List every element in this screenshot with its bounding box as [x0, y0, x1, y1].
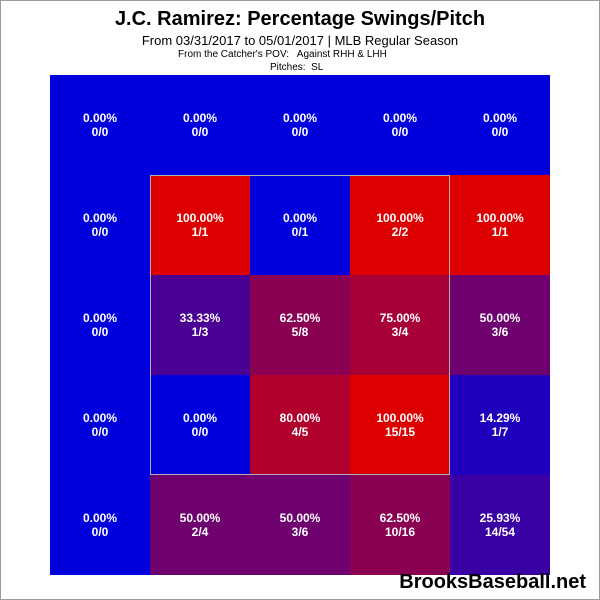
cell-percentage: 0.00% [82, 311, 118, 325]
heatmap-cell-r2-c1: 33.33% 1/3 [150, 275, 250, 375]
heatmap-cell-r4-c1: 50.00% 2/4 [150, 475, 250, 575]
heatmap-cell-r1-c4: 100.00% 1/1 [450, 175, 550, 275]
cell-count: 1/7 [491, 425, 509, 439]
cell-count: 0/0 [91, 225, 109, 239]
cell-percentage: 0.00% [82, 211, 118, 225]
cell-count: 4/5 [291, 425, 309, 439]
heatmap-cell-r3-c3: 100.00% 15/15 [350, 375, 450, 475]
pov-label: From the Catcher's POV: Against RHH & LH… [178, 49, 387, 60]
heatmap-cell-r3-c1: 0.00% 0/0 [150, 375, 250, 475]
cell-count: 1/1 [191, 225, 209, 239]
heatmap-cell-r1-c1: 100.00% 1/1 [150, 175, 250, 275]
cell-percentage: 100.00% [176, 211, 224, 225]
cell-percentage: 50.00% [179, 511, 221, 525]
heatmap-cell-r0-c2: 0.00% 0/0 [250, 75, 350, 175]
chart-subtitle: From 03/31/2017 to 05/01/2017 | MLB Regu… [141, 33, 459, 48]
cell-count: 0/0 [191, 425, 209, 439]
cell-percentage: 0.00% [382, 111, 418, 125]
cell-percentage: 33.33% [179, 311, 221, 325]
heatmap-grid: 0.00% 0/0 0.00% 0/0 0.00% 0/0 0.00% 0/0 0.00% 0/0… [50, 75, 550, 575]
heatmap-cell-r3-c4: 14.29% 1/7 [450, 375, 550, 475]
cell-percentage: 50.00% [479, 311, 521, 325]
cell-count: 3/6 [491, 325, 509, 339]
cell-count: 0/0 [391, 125, 409, 139]
heatmap-cell-r1-c0: 0.00% 0/0 [50, 175, 150, 275]
cell-count: 1/3 [191, 325, 209, 339]
cell-percentage: 50.00% [279, 511, 321, 525]
heatmap-cell-r2-c4: 50.00% 3/6 [450, 275, 550, 375]
heatmap-cell-r4-c2: 50.00% 3/6 [250, 475, 350, 575]
cell-count: 14/54 [484, 525, 516, 539]
heatmap-cell-r4-c4: 25.93% 14/54 [450, 475, 550, 575]
heatmap-cell-r2-c0: 0.00% 0/0 [50, 275, 150, 375]
cell-percentage: 100.00% [376, 211, 424, 225]
heatmap-cell-r2-c2: 62.50% 5/8 [250, 275, 350, 375]
cell-percentage: 100.00% [476, 211, 524, 225]
cell-percentage: 0.00% [182, 411, 218, 425]
cell-percentage: 75.00% [379, 311, 421, 325]
chart-title: J.C. Ramirez: Percentage Swings/Pitch [114, 8, 486, 30]
cell-count: 0/0 [291, 125, 309, 139]
cell-count: 3/6 [291, 525, 309, 539]
cell-count: 2/2 [391, 225, 409, 239]
cell-percentage: 0.00% [82, 511, 118, 525]
cell-count: 0/0 [91, 525, 109, 539]
heatmap-cell-r0-c4: 0.00% 0/0 [450, 75, 550, 175]
cell-count: 0/0 [91, 425, 109, 439]
cell-percentage: 0.00% [482, 111, 518, 125]
heatmap-cell-r0-c3: 0.00% 0/0 [350, 75, 450, 175]
cell-percentage: 62.50% [379, 511, 421, 525]
heatmap-cell-r4-c0: 0.00% 0/0 [50, 475, 150, 575]
cell-count: 5/8 [291, 325, 309, 339]
cell-count: 0/0 [91, 125, 109, 139]
heatmap-cell-r3-c0: 0.00% 0/0 [50, 375, 150, 475]
heatmap-cell-r4-c3: 62.50% 10/16 [350, 475, 450, 575]
heatmap-cell-r2-c3: 75.00% 3/4 [350, 275, 450, 375]
cell-count: 0/0 [91, 325, 109, 339]
cell-count: 0/1 [291, 225, 309, 239]
cell-percentage: 0.00% [282, 111, 318, 125]
cell-count: 15/15 [384, 425, 416, 439]
heatmap-cell-r1-c3: 100.00% 2/2 [350, 175, 450, 275]
cell-percentage: 0.00% [82, 411, 118, 425]
cell-count: 1/1 [491, 225, 509, 239]
cell-count: 0/0 [191, 125, 209, 139]
brooksbaseball-watermark: BrooksBaseball.net [399, 571, 586, 593]
cell-percentage: 0.00% [282, 211, 318, 225]
cell-percentage: 80.00% [279, 411, 321, 425]
heatmap-cell-r3-c2: 80.00% 4/5 [250, 375, 350, 475]
cell-count: 2/4 [191, 525, 209, 539]
pitches-label: Pitches: SL [270, 62, 324, 73]
cell-percentage: 0.00% [182, 111, 218, 125]
heatmap-cell-r0-c0: 0.00% 0/0 [50, 75, 150, 175]
cell-percentage: 14.29% [479, 411, 521, 425]
cell-percentage: 100.00% [376, 411, 424, 425]
cell-percentage: 25.93% [479, 511, 521, 525]
heatmap-cell-r0-c1: 0.00% 0/0 [150, 75, 250, 175]
cell-percentage: 62.50% [279, 311, 321, 325]
cell-count: 0/0 [491, 125, 509, 139]
cell-count: 10/16 [384, 525, 416, 539]
heatmap-cell-r1-c2: 0.00% 0/1 [250, 175, 350, 275]
cell-count: 3/4 [391, 325, 409, 339]
cell-percentage: 0.00% [82, 111, 118, 125]
